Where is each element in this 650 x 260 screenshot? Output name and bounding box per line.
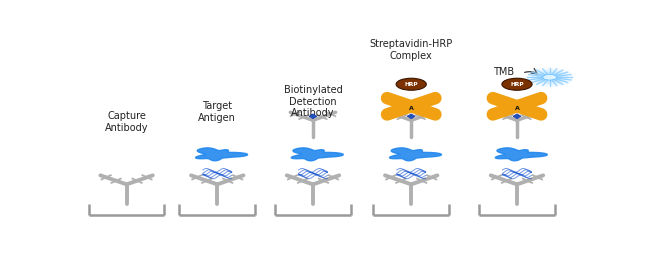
Polygon shape xyxy=(408,114,415,119)
Polygon shape xyxy=(291,148,343,161)
Text: TMB: TMB xyxy=(493,67,514,77)
Polygon shape xyxy=(495,148,547,161)
Text: HRP: HRP xyxy=(404,82,418,87)
Text: HRP: HRP xyxy=(510,82,524,87)
Circle shape xyxy=(543,74,556,80)
Polygon shape xyxy=(309,114,317,119)
Text: Biotinylated
Detection
Antibody: Biotinylated Detection Antibody xyxy=(283,85,343,119)
Text: A: A xyxy=(409,106,413,110)
Circle shape xyxy=(531,70,568,84)
Circle shape xyxy=(406,104,416,108)
Circle shape xyxy=(526,68,574,87)
Circle shape xyxy=(537,72,563,82)
Circle shape xyxy=(512,104,522,108)
Text: Streptavidin-HRP
Complex: Streptavidin-HRP Complex xyxy=(370,39,453,61)
Polygon shape xyxy=(389,148,441,161)
Text: Target
Antigen: Target Antigen xyxy=(198,101,236,123)
Circle shape xyxy=(396,78,426,90)
Text: Capture
Antibody: Capture Antibody xyxy=(105,111,148,133)
Polygon shape xyxy=(513,114,521,119)
Polygon shape xyxy=(196,148,248,161)
Circle shape xyxy=(502,78,532,90)
Text: A: A xyxy=(515,106,519,110)
